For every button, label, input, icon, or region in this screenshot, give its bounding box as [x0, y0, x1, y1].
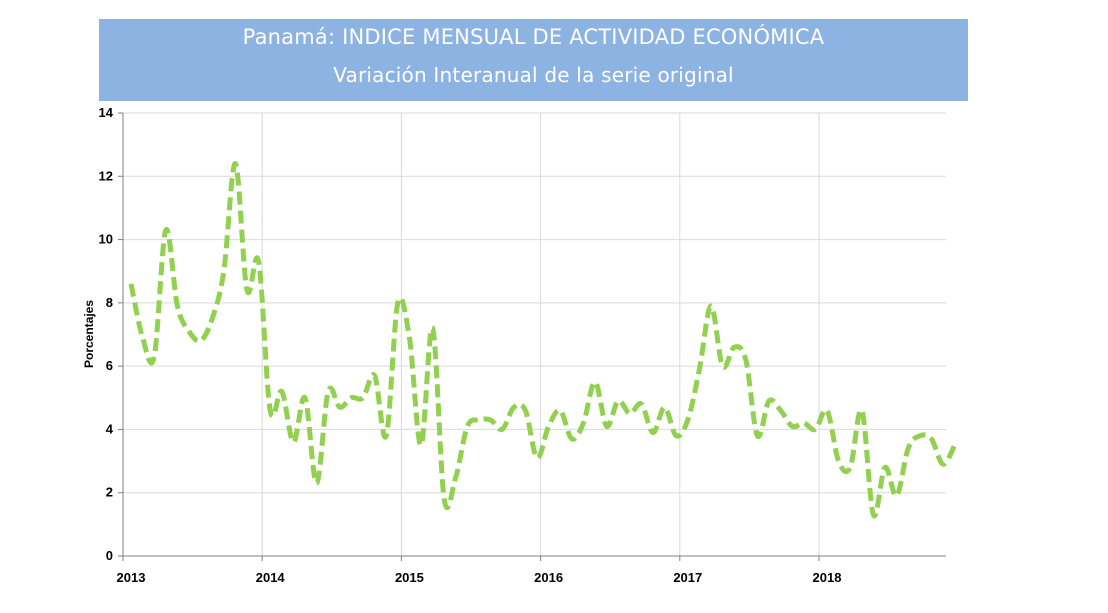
y-tick-label: 8 — [106, 295, 113, 310]
chart-title-banner: Panamá: INDICE MENSUAL DE ACTIVIDAD ECON… — [99, 19, 968, 101]
chart-gridlines — [123, 112, 946, 556]
x-tick-label: 2018 — [813, 570, 842, 585]
x-axis-tick-labels: 2013 2014 2015 2016 2017 2018 — [117, 570, 842, 585]
y-tick-label: 6 — [106, 358, 113, 373]
x-tick-label: 2016 — [534, 570, 563, 585]
x-tick-label: 2017 — [673, 570, 702, 585]
chart-series — [128, 161, 957, 519]
chart-title: Panamá: INDICE MENSUAL DE ACTIVIDAD ECON… — [242, 25, 825, 49]
x-tick-label: 2013 — [117, 570, 146, 585]
y-tick-label: 10 — [99, 232, 113, 247]
x-tick-label: 2015 — [395, 570, 424, 585]
y-axis-tick-labels: 0 2 4 6 8 10 12 14 — [99, 105, 114, 563]
series-line-0 — [128, 161, 957, 519]
y-tick-label: 12 — [99, 168, 113, 183]
x-tick-label: 2014 — [256, 570, 286, 585]
chart-axes — [118, 112, 946, 561]
y-axis-label: Porcentajes — [82, 300, 96, 368]
y-tick-label: 4 — [106, 421, 114, 436]
y-tick-label: 2 — [106, 485, 113, 500]
chart-subtitle: Variación Interanual de la serie origina… — [333, 63, 734, 87]
y-tick-label: 0 — [106, 548, 113, 563]
y-tick-label: 14 — [99, 105, 114, 120]
